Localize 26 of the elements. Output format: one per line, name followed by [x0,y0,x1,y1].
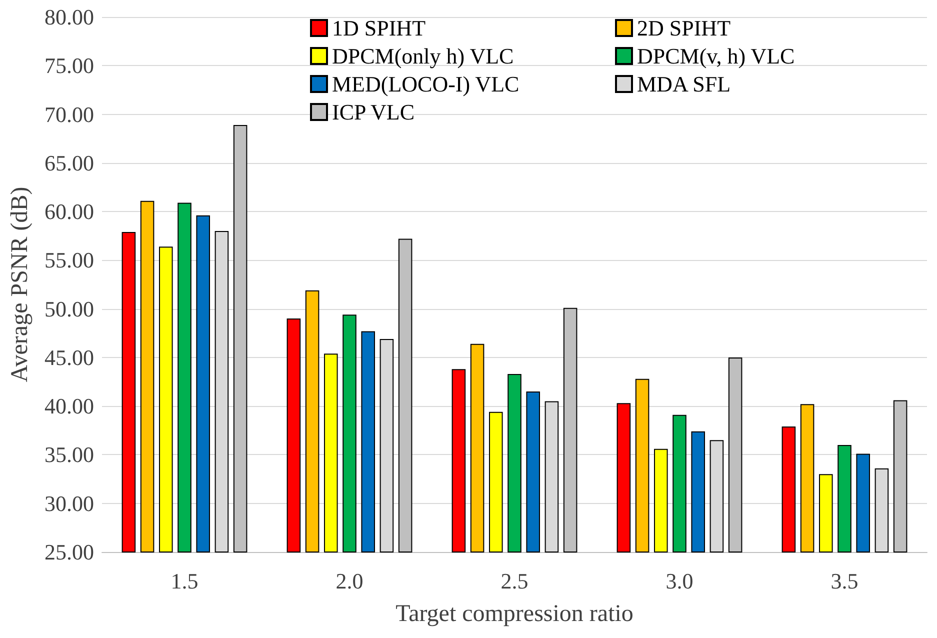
legend-label: DPCM(only h) VLC [332,44,514,68]
y-tick-label: 55.00 [44,248,94,273]
x-tick-label: 2.5 [500,568,528,594]
y-tick-label: 25.00 [44,540,94,564]
y-tick-label: 30.00 [44,490,94,516]
x-tick-label: 2.0 [336,568,364,594]
y-tick-label: 35.00 [44,442,94,468]
y-tick-label: 45.00 [44,344,94,370]
x-tick-label: 3.5 [830,568,858,594]
y-tick-label: 80.00 [44,4,94,30]
x-tick-label: 3.0 [666,568,694,594]
legend-label: 1D SPIHT [332,16,426,40]
y-tick-label: 50.00 [44,296,94,322]
y-tick-label: 65.00 [44,150,94,176]
y-tick-label: 40.00 [44,394,94,419]
legend-label: 2D SPIHT [637,16,732,40]
x-tick-label: 1.5 [170,568,198,594]
y-tick-label: 75.00 [44,53,94,78]
legend-label: MED(LOCO-I) VLC [332,72,520,96]
x-axis-title: Target compression ratio [396,601,634,627]
legend-label: ICP VLC [332,100,415,124]
y-tick-label: 70.00 [44,102,94,127]
y-tick-label: 60.00 [44,199,94,224]
legend-label: MDA SFL [637,72,731,96]
legend-label: DPCM(v, h) VLC [637,44,795,68]
y-axis-title: Average PSNR (dB) [7,186,33,382]
